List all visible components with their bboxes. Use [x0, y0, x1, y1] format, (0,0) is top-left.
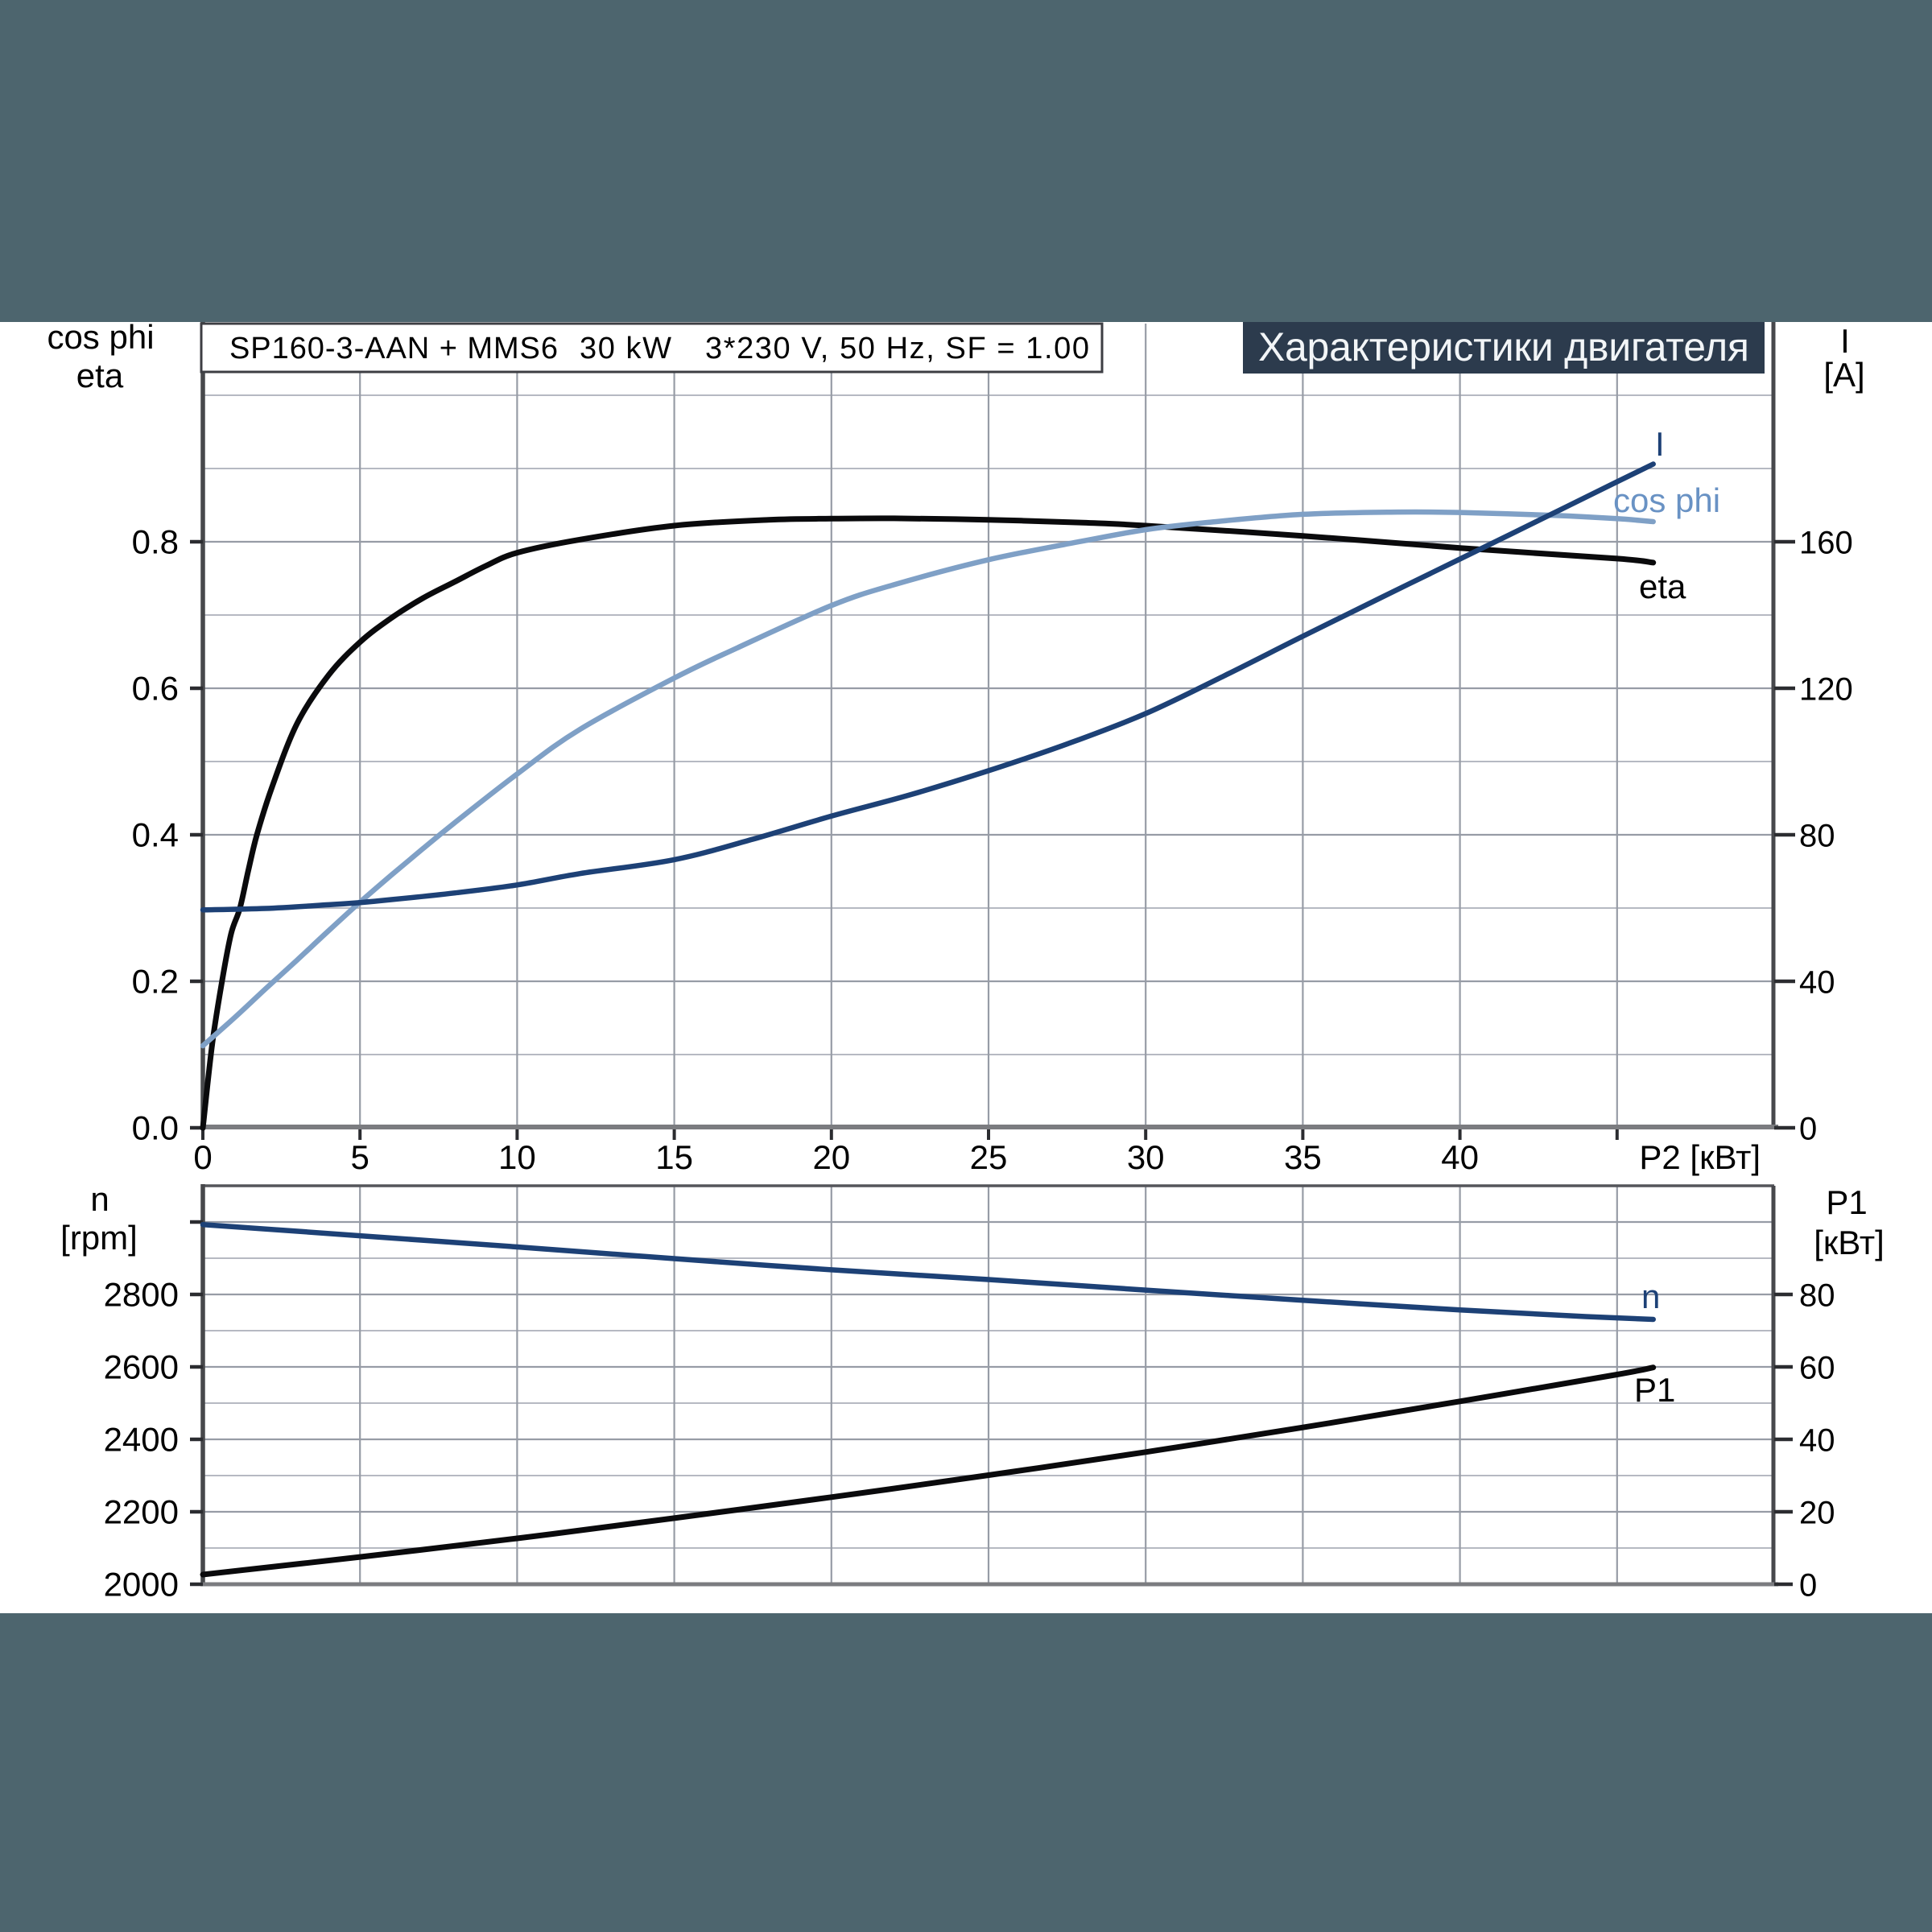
svg-text:cos phi: cos phi — [47, 318, 154, 356]
svg-text:cos phi: cos phi — [1613, 481, 1720, 519]
svg-text:40: 40 — [1799, 965, 1835, 1001]
svg-text:0.8: 0.8 — [132, 523, 179, 561]
svg-text:[A]: [A] — [1823, 356, 1864, 394]
svg-text:0: 0 — [193, 1138, 212, 1176]
svg-text:I: I — [1655, 425, 1665, 463]
svg-text:0.0: 0.0 — [132, 1109, 179, 1147]
svg-text:P1: P1 — [1634, 1371, 1675, 1409]
svg-text:120: 120 — [1799, 672, 1853, 708]
svg-text:eta: eta — [76, 357, 124, 394]
svg-text:20: 20 — [812, 1138, 850, 1176]
svg-text:P1: P1 — [1826, 1183, 1867, 1221]
svg-text:I: I — [1840, 322, 1850, 360]
svg-text:3*230 V, 50 Hz, SF = 1.00: 3*230 V, 50 Hz, SF = 1.00 — [705, 332, 1089, 365]
svg-text:160: 160 — [1799, 526, 1853, 561]
svg-text:60: 60 — [1799, 1351, 1835, 1386]
svg-text:0.4: 0.4 — [132, 816, 179, 854]
svg-text:0.2: 0.2 — [132, 963, 179, 1001]
svg-text:35: 35 — [1284, 1138, 1322, 1176]
svg-text:2000: 2000 — [104, 1566, 179, 1604]
svg-text:40: 40 — [1799, 1423, 1835, 1459]
svg-text:P2 [кВт]: P2 [кВт] — [1639, 1138, 1761, 1176]
svg-text:40: 40 — [1441, 1138, 1479, 1176]
svg-text:25: 25 — [970, 1138, 1008, 1176]
svg-text:n: n — [90, 1180, 109, 1218]
svg-text:80: 80 — [1799, 819, 1835, 854]
svg-text:80: 80 — [1799, 1278, 1835, 1314]
svg-text:20: 20 — [1799, 1496, 1835, 1531]
svg-text:Характеристики двигателя: Характеристики двигателя — [1258, 324, 1749, 369]
svg-text:30: 30 — [1127, 1138, 1165, 1176]
svg-text:10: 10 — [498, 1138, 536, 1176]
svg-text:[rpm]: [rpm] — [60, 1219, 138, 1257]
svg-text:0.6: 0.6 — [132, 670, 179, 708]
svg-text:eta: eta — [1639, 568, 1686, 605]
svg-text:5: 5 — [351, 1138, 369, 1176]
svg-text:15: 15 — [655, 1138, 693, 1176]
svg-text:SP160-3-AAN + MMS6: SP160-3-AAN + MMS6 — [229, 332, 558, 365]
svg-text:2400: 2400 — [104, 1421, 179, 1459]
svg-text:30 kW: 30 kW — [580, 332, 671, 365]
svg-text:2200: 2200 — [104, 1493, 179, 1531]
svg-text:[кВт]: [кВт] — [1814, 1224, 1885, 1261]
svg-text:2800: 2800 — [104, 1276, 179, 1314]
svg-text:n: n — [1641, 1278, 1660, 1315]
svg-text:0: 0 — [1799, 1112, 1817, 1147]
svg-text:0: 0 — [1799, 1568, 1817, 1604]
svg-text:2600: 2600 — [104, 1348, 179, 1386]
